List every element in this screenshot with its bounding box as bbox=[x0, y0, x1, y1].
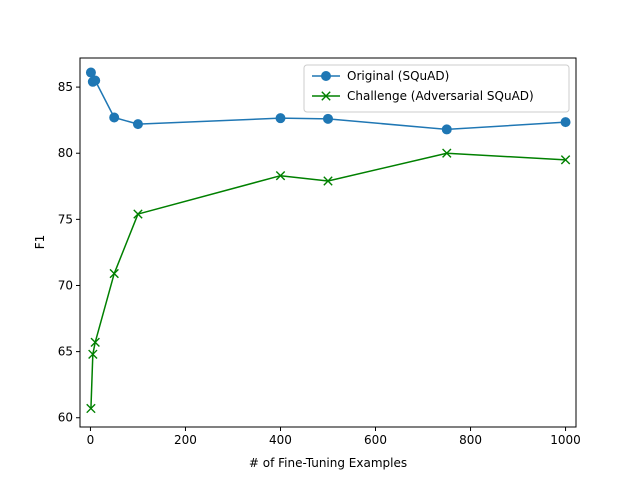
data-point-stroke bbox=[88, 349, 98, 359]
y-tick-label: 75 bbox=[58, 212, 73, 226]
y-tick-label: 70 bbox=[58, 278, 73, 292]
y-tick-label: 80 bbox=[58, 146, 73, 160]
data-point-stroke bbox=[560, 155, 571, 165]
data-point bbox=[441, 124, 452, 135]
legend-marker bbox=[321, 91, 331, 101]
legend-entry: Original (SQuAD) bbox=[312, 69, 449, 83]
data-point bbox=[442, 148, 452, 158]
x-tick-label: 200 bbox=[174, 433, 197, 447]
data-point bbox=[109, 112, 120, 123]
data-point-stroke bbox=[90, 337, 100, 348]
x-tick-label: 600 bbox=[364, 433, 387, 447]
x-tick-label: 800 bbox=[459, 433, 482, 447]
legend: Original (SQuAD) Challenge (Adversarial S… bbox=[303, 64, 570, 113]
data-point bbox=[109, 268, 119, 279]
plot-frame bbox=[79, 57, 577, 428]
x-tick-label: 400 bbox=[269, 433, 292, 447]
data-point bbox=[323, 176, 333, 186]
y-tick-label: 85 bbox=[58, 80, 73, 94]
legend-label: Challenge (Adversarial SQuAD) bbox=[347, 89, 534, 103]
data-point bbox=[85, 67, 96, 78]
data-point bbox=[323, 113, 333, 124]
data-point bbox=[560, 155, 571, 165]
data-point bbox=[88, 349, 98, 359]
data-point bbox=[275, 171, 286, 181]
data-point-stroke bbox=[133, 209, 143, 219]
data-point bbox=[90, 337, 100, 348]
legend-box bbox=[303, 64, 570, 113]
data-point-stroke bbox=[275, 171, 286, 181]
legend-marker bbox=[321, 71, 331, 81]
x-tick-label: 0 bbox=[87, 433, 95, 447]
data-point bbox=[132, 119, 143, 130]
data-point-stroke bbox=[86, 403, 96, 414]
x-axis: 0 200 400 600 800 1000 bbox=[87, 427, 581, 447]
data-point-stroke bbox=[442, 148, 452, 158]
y-tick-label: 65 bbox=[58, 345, 73, 359]
data-point bbox=[133, 209, 143, 219]
data-point-stroke bbox=[109, 268, 119, 279]
x-axis-label: # of Fine-Tuning Examples bbox=[249, 456, 407, 470]
y-axis-label: F1 bbox=[33, 235, 47, 250]
legend-marker-stroke bbox=[321, 91, 331, 101]
x-tick-label: 1000 bbox=[550, 433, 581, 447]
data-point-stroke bbox=[323, 176, 333, 186]
legend-label: Original (SQuAD) bbox=[347, 69, 449, 83]
plot-background bbox=[80, 58, 576, 427]
data-point bbox=[275, 113, 286, 124]
series-challenge bbox=[86, 148, 571, 414]
series-original bbox=[85, 67, 571, 135]
data-point bbox=[86, 403, 96, 414]
series-layer bbox=[85, 67, 571, 414]
data-point bbox=[90, 75, 101, 86]
data-point bbox=[560, 117, 571, 128]
legend-entry: Challenge (Adversarial SQuAD) bbox=[312, 89, 534, 103]
y-tick-label: 60 bbox=[58, 411, 73, 425]
y-axis: 60 65 70 75 80 85 bbox=[58, 80, 80, 425]
